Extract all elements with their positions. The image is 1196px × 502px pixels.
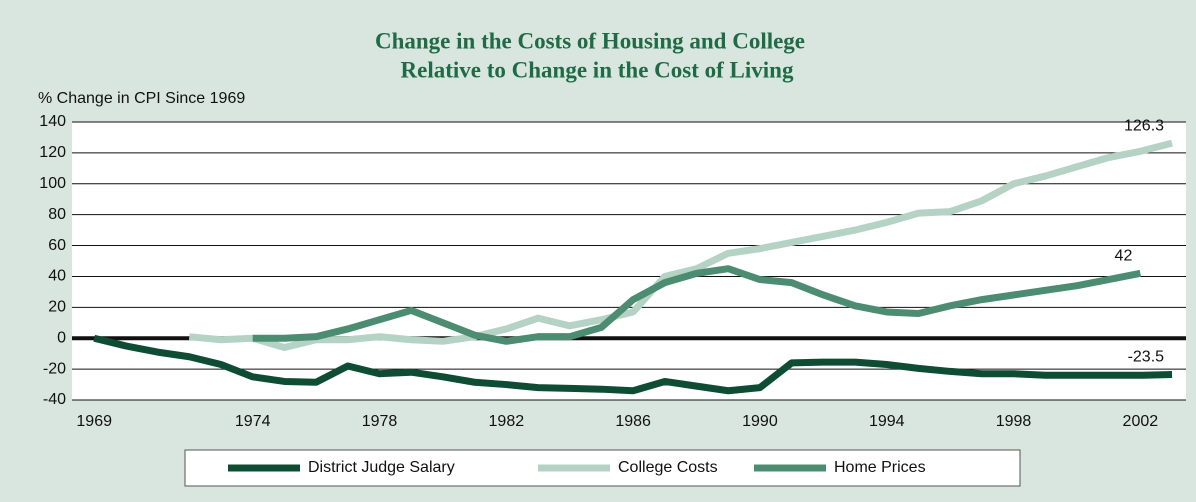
legend-label: Home Prices: [834, 459, 926, 476]
end-value-label: 42: [1115, 248, 1133, 265]
y-tick-label: 100: [39, 175, 66, 192]
chart-title: Relative to Change in the Cost of Living: [401, 57, 794, 82]
y-tick-label: 140: [39, 113, 66, 130]
y-tick-label: -40: [43, 391, 66, 408]
x-tick-label: 1998: [996, 413, 1032, 430]
x-tick-label: 1986: [615, 413, 651, 430]
plot-area: [72, 122, 1186, 400]
y-tick-label: 120: [39, 144, 66, 161]
x-tick-label: 1982: [489, 413, 525, 430]
x-tick-label: 1994: [869, 413, 905, 430]
y-tick-label: -20: [43, 360, 66, 377]
end-value-label: -23.5: [1128, 349, 1165, 366]
x-tick-label: 1969: [76, 413, 112, 430]
chart-title: Change in the Costs of Housing and Colle…: [375, 28, 805, 53]
legend-label: College Costs: [618, 459, 718, 476]
x-tick-label: 1978: [362, 413, 398, 430]
y-tick-label: 20: [48, 299, 66, 316]
series-line: [252, 265, 1142, 345]
series-line: [188, 139, 1173, 351]
y-tick-label: 60: [48, 237, 66, 254]
x-tick-label: 1990: [742, 413, 778, 430]
y-tick-label: 0: [57, 329, 66, 346]
x-tick-label: 1974: [235, 413, 271, 430]
y-tick-label: 80: [48, 206, 66, 223]
end-value-label: 126.3: [1124, 117, 1164, 134]
x-tick-label: 2002: [1123, 413, 1159, 430]
y-tick-label: 40: [48, 268, 66, 285]
y-axis-label: % Change in CPI Since 1969: [38, 90, 245, 107]
series-line: [93, 334, 1173, 395]
legend-label: District Judge Salary: [308, 459, 455, 476]
